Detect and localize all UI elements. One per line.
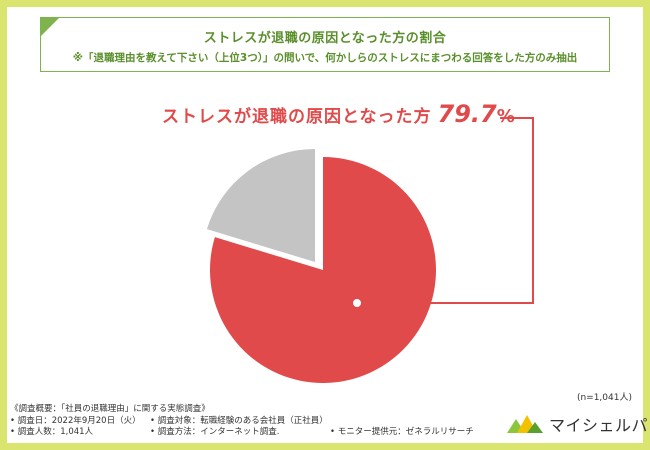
callout-marker-dot: [351, 297, 363, 309]
logo-text: マイシェルパ: [549, 416, 649, 435]
title-box: ストレスが退職の原因となった方の割合 ※「退職理由を教えて下さい（上位3つ）」の…: [40, 17, 610, 72]
survey-provider: • モニター提供元：ゼネラルリサーチ: [330, 427, 474, 437]
survey-count: • 調査人数：1,041人: [10, 427, 94, 437]
pie-slice-other: [206, 149, 315, 262]
survey-heading: 《調査概要：「社員の退職理由」に関する実態調査》: [10, 404, 210, 414]
callout: ストレスが退職の原因となった方 79.7%: [162, 100, 515, 128]
survey-target: • 調査対象：転職経験のある会社員（正社員）: [150, 415, 328, 426]
callout-value: 79.7: [437, 100, 497, 128]
callout-label: ストレスが退職の原因となった方: [162, 107, 432, 127]
logo: マイシェルパ: [507, 412, 648, 436]
title-corner-decoration: [41, 18, 59, 36]
chart-subtitle: ※「退職理由を教えて下さい（上位3つ）」の問いで、何かしらのストレスにまつわる回…: [72, 52, 578, 64]
chart-title: ストレスが退職の原因となった方の割合: [203, 31, 447, 46]
callout-unit: %: [496, 106, 515, 127]
callout-connector-line: [362, 117, 534, 304]
mountain-logo-icon: [507, 415, 543, 433]
pie-slice-stress: [210, 157, 436, 383]
survey-method: • 調査方法：インターネット調査.: [150, 427, 280, 437]
survey-date: • 調査日：2022年9月20日（火）: [10, 415, 141, 426]
survey-overview: 《調査概要：「社員の退職理由」に関する実態調査》 • 調査日：2022年9月20…: [10, 404, 474, 439]
sample-size-note: (n=1,041人): [576, 393, 632, 403]
